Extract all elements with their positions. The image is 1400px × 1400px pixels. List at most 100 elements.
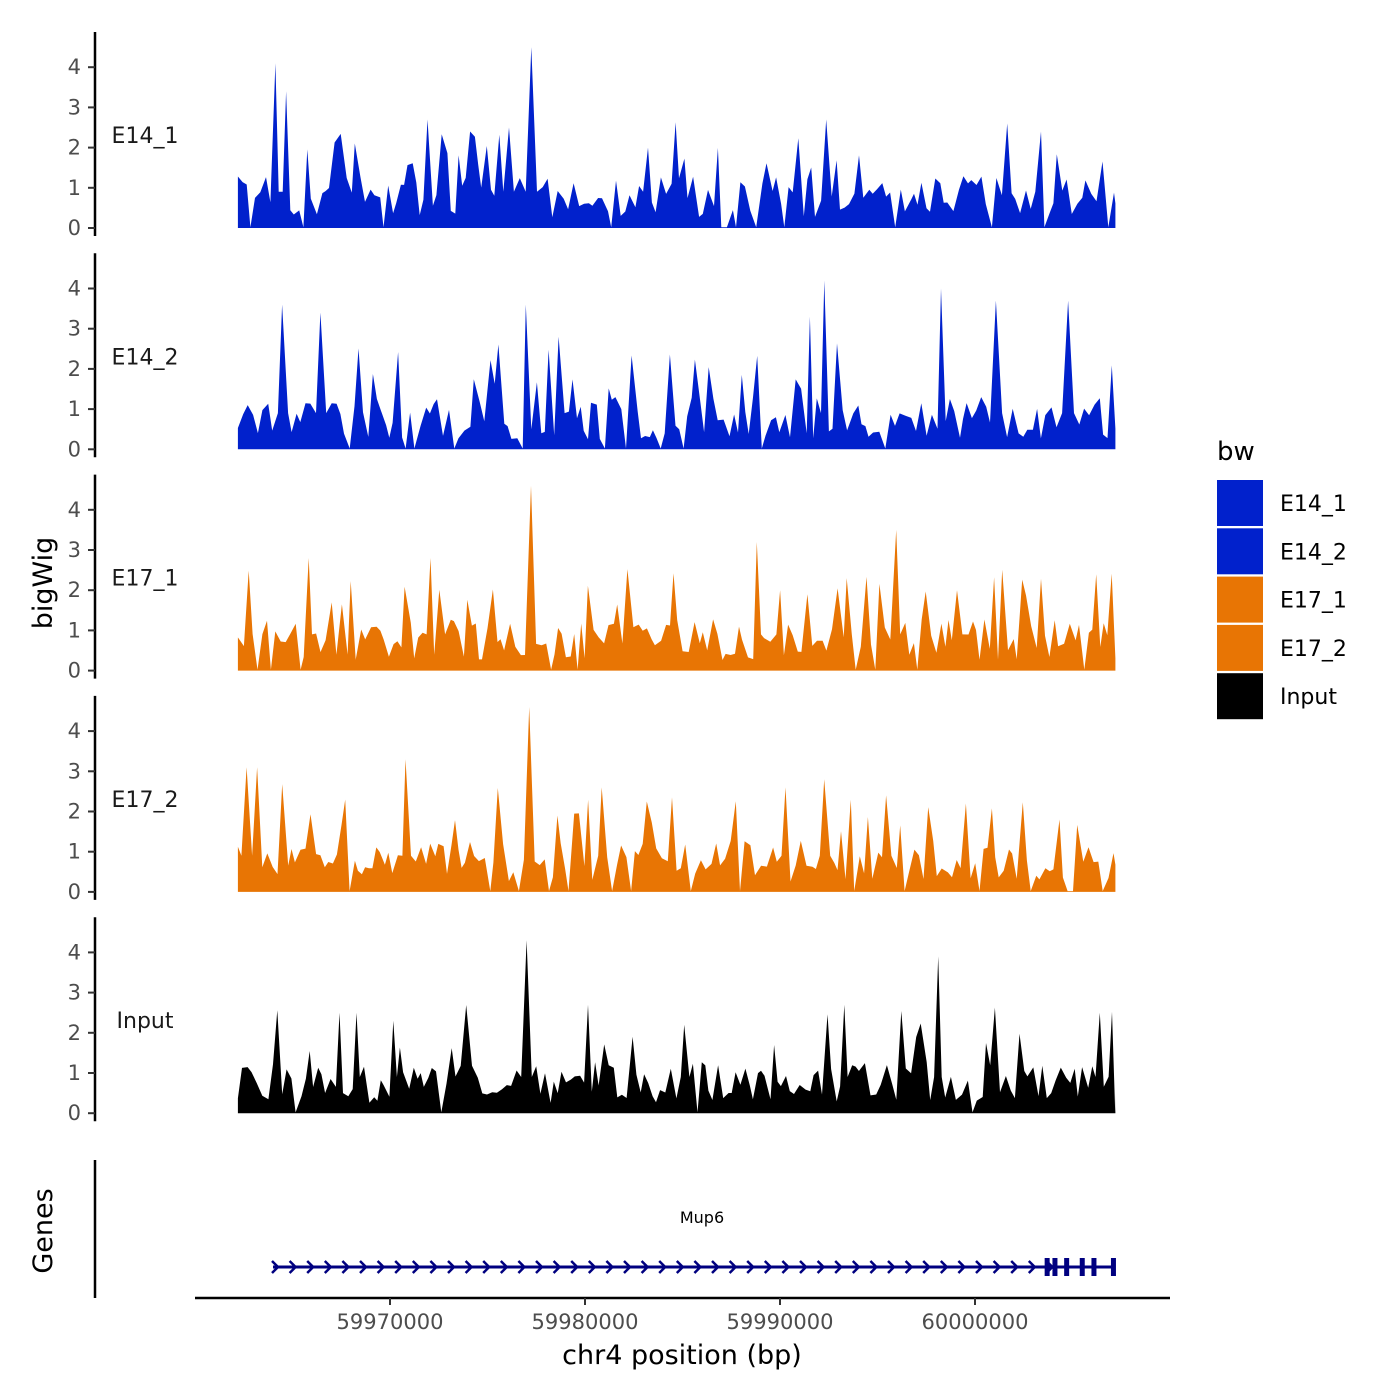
track-e17-1: 0 1 2 3 4 E17_1 — [68, 474, 1116, 683]
strand-arrow — [1010, 1260, 1019, 1274]
strand-arrow — [394, 1260, 403, 1274]
gene-exon — [1079, 1258, 1085, 1276]
legend-label: E14_2 — [1280, 540, 1347, 565]
strand-arrow — [675, 1260, 685, 1274]
strand-arrow — [799, 1260, 808, 1274]
strand-arrow — [869, 1260, 879, 1274]
gene-exon — [1110, 1258, 1116, 1276]
strand-arrow — [271, 1260, 280, 1274]
x-axis: 59970000 59980000 59990000 60000000 — [195, 1296, 1170, 1334]
legend-swatch — [1217, 673, 1263, 720]
y-tick-label: 0 — [68, 659, 81, 683]
strand-arrow — [376, 1260, 386, 1274]
strand-arrow — [447, 1260, 456, 1274]
gene-exon — [1091, 1258, 1097, 1276]
strand-arrow — [904, 1260, 914, 1274]
y-tick-label: 0 — [68, 1101, 81, 1125]
track-label: E14_1 — [112, 124, 179, 149]
strand-arrow — [1027, 1260, 1037, 1274]
strand-arrow — [535, 1260, 544, 1274]
strand-arrow — [482, 1260, 491, 1274]
genes-track: Mup6 — [93, 1160, 1116, 1298]
strand-arrow — [711, 1260, 720, 1274]
strand-arrow — [570, 1260, 579, 1274]
strand-arrow — [781, 1260, 791, 1274]
strand-arrow — [605, 1260, 615, 1274]
y-tick-label: 2 — [68, 1021, 81, 1045]
y-tick-label: 1 — [68, 397, 81, 421]
y-tick-label: 4 — [68, 719, 81, 743]
y-tick-label: 3 — [68, 981, 81, 1005]
strand-arrow — [834, 1260, 843, 1274]
strand-arrow — [552, 1260, 562, 1274]
gene-exon — [1064, 1258, 1070, 1276]
track-e14-1: 0 1 2 3 4 E14_1 — [68, 32, 1116, 240]
strand-arrow — [517, 1260, 527, 1274]
strand-arrow — [939, 1260, 949, 1274]
x-axis-title: chr4 position (bp) — [562, 1340, 802, 1371]
signal-area-e14-2 — [237, 280, 1116, 450]
y-tick-label: 0 — [68, 880, 81, 904]
signal-area-e17-1 — [237, 485, 1116, 671]
track-label: Input — [117, 1009, 174, 1034]
y-tick-label: 4 — [68, 940, 81, 964]
x-tick-label: 59990000 — [727, 1310, 834, 1334]
strand-arrow — [693, 1260, 703, 1274]
gene-exon — [1052, 1258, 1058, 1276]
legend-swatch — [1217, 576, 1263, 623]
strand-arrow — [411, 1260, 421, 1274]
strand-arrow — [975, 1260, 984, 1274]
strand-arrow — [464, 1260, 474, 1274]
signal-area-e14-1 — [237, 47, 1116, 228]
legend-label: E14_1 — [1280, 492, 1347, 517]
strand-arrow — [851, 1260, 861, 1274]
strand-arrow — [288, 1260, 298, 1274]
y-tick-label: 2 — [68, 136, 81, 160]
y-tick-label: 2 — [68, 578, 81, 602]
track-label: E17_2 — [112, 788, 179, 813]
strand-arrow — [323, 1260, 333, 1274]
track-label: E14_2 — [112, 345, 179, 370]
y-axis-title: bigWig — [28, 537, 59, 630]
strand-arrow — [587, 1260, 597, 1274]
y-tick-label: 1 — [68, 1061, 81, 1085]
legend-label: Input — [1280, 685, 1337, 710]
legend-label: E17_1 — [1280, 589, 1347, 614]
gene-label: Mup6 — [680, 1208, 724, 1227]
track-e17-2: 0 1 2 3 4 E17_2 — [68, 695, 1116, 904]
y-tick-label: 3 — [68, 538, 81, 562]
x-tick-label: 60000000 — [922, 1310, 1029, 1334]
strand-arrow — [763, 1260, 773, 1274]
y-tick-label: 0 — [68, 216, 81, 240]
strand-arrow — [957, 1260, 967, 1274]
y-tick-label: 4 — [68, 277, 81, 301]
y-tick-label: 4 — [68, 498, 81, 522]
strand-arrow — [746, 1260, 755, 1274]
legend-swatch — [1217, 528, 1263, 575]
strand-arrow — [623, 1260, 632, 1274]
track-input: 0 1 2 3 4 Input — [68, 917, 1116, 1125]
strand-arrow — [341, 1260, 351, 1274]
strand-arrow — [887, 1260, 896, 1274]
genes-axis-title: Genes — [28, 1188, 59, 1273]
legend-title: bw — [1217, 437, 1255, 467]
x-tick-label: 59980000 — [532, 1310, 639, 1334]
y-tick-label: 1 — [68, 176, 81, 200]
tracks-layer: 0 1 2 3 4 E14_1 0 1 2 3 4 E14_2 0 1 2 3 4 E17_1 0 1 2 3 4 E17_2… — [68, 32, 1116, 1125]
strand-arrow — [658, 1260, 667, 1274]
legend-label: E17_2 — [1280, 637, 1347, 662]
y-tick-label: 1 — [68, 840, 81, 864]
gene-exon — [1044, 1258, 1050, 1276]
strand-arrow — [306, 1260, 315, 1274]
signal-area-input — [237, 940, 1116, 1114]
strand-arrow — [499, 1260, 509, 1274]
y-tick-label: 4 — [68, 55, 81, 79]
strand-arrow — [728, 1260, 738, 1274]
y-tick-label: 0 — [68, 437, 81, 461]
legend: bw E14_1 E14_2 E17_1 E17_2 Input — [1217, 437, 1347, 720]
legend-swatch — [1217, 624, 1263, 671]
strand-arrow — [359, 1260, 368, 1274]
x-tick-label: 59970000 — [337, 1310, 444, 1334]
